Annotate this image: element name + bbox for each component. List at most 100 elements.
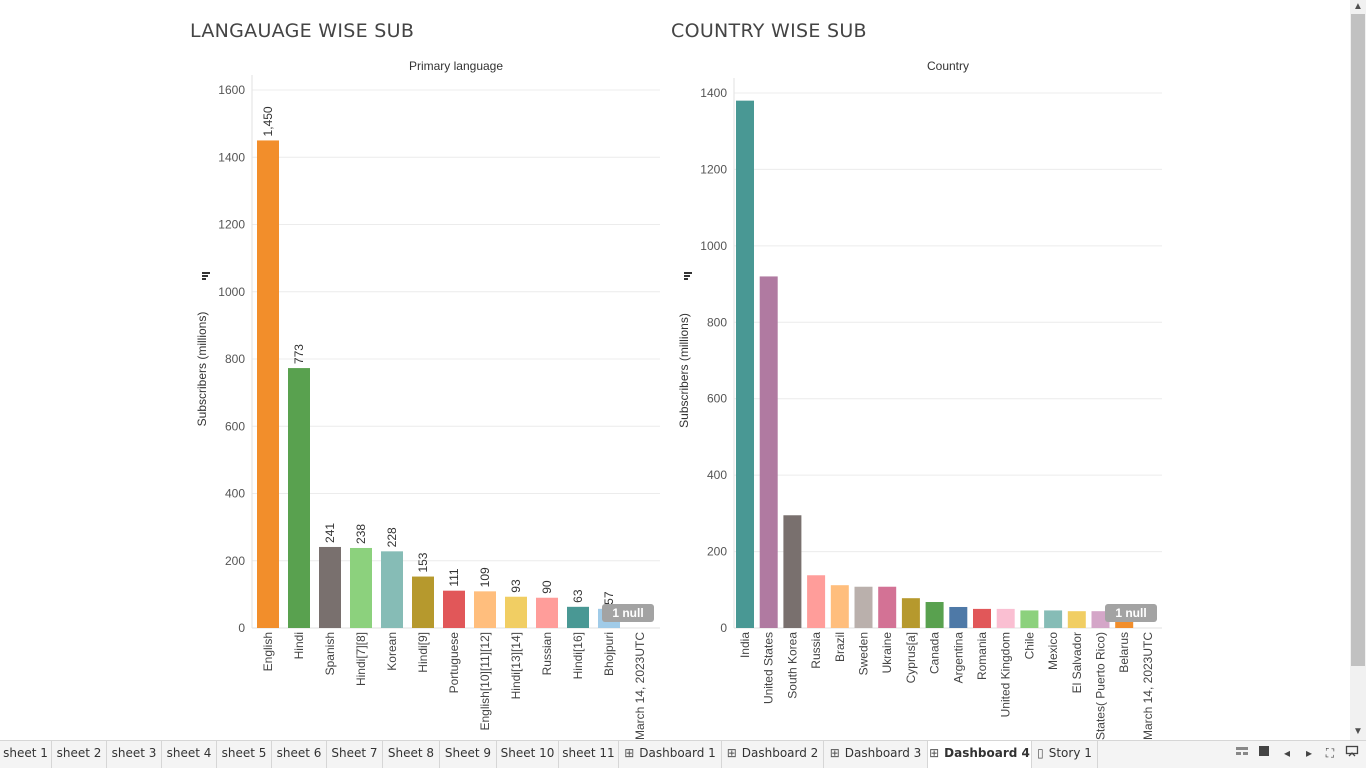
country-bar <box>830 585 849 628</box>
country-x-tick-label: Belarus <box>1117 632 1131 673</box>
country-x-tick-label: United States <box>762 632 776 704</box>
show-filmstrip-icon[interactable] <box>1233 744 1251 762</box>
country-null-indicator-text[interactable]: 1 null <box>1115 606 1146 620</box>
country-bar <box>1044 610 1063 628</box>
country-x-tick-label: India <box>738 632 752 658</box>
language-null-indicator-box[interactable] <box>602 604 654 622</box>
language-y-tick-label: 200 <box>225 554 245 568</box>
sheet-tab[interactable]: sheet 5 <box>217 741 272 768</box>
right-dashboard-title: COUNTRY WISE SUB <box>671 20 867 42</box>
previous-sheet-icon[interactable]: ◂ <box>1283 746 1291 760</box>
sheet-tab[interactable]: sheet 11 <box>559 741 619 768</box>
language-x-tick-label: Korean <box>385 632 399 671</box>
country-null-indicator-box[interactable] <box>1105 604 1157 622</box>
language-x-tick-label: Russian <box>540 632 554 675</box>
country-bar <box>783 515 802 628</box>
scroll-down-icon[interactable]: ▼ <box>1353 726 1363 737</box>
language-x-tick-label: Hindi[13][14] <box>509 632 523 699</box>
language-data-label: 153 <box>416 552 430 572</box>
sheet-tab[interactable]: sheet 4 <box>162 741 217 768</box>
language-bar <box>567 606 589 628</box>
scroll-thumb[interactable] <box>1351 14 1365 666</box>
sheet-tab[interactable]: ⊞ Dashboard 1 <box>619 741 722 768</box>
language-bar-chart[interactable]: Primary language Subscribers (millions) 0 2… <box>0 0 680 740</box>
language-bar <box>350 547 372 628</box>
country-null-indicator[interactable]: 1 null <box>1105 604 1157 622</box>
country-bar <box>996 608 1015 628</box>
country-bar <box>925 602 944 628</box>
sheet-tab-label: sheet 3 <box>111 746 157 760</box>
country-y-axis-label: Subscribers (millions) <box>677 313 691 428</box>
language-x-tick-label: English[10][11][12] <box>478 632 492 731</box>
sheet-tab-label: sheet 1 <box>3 746 48 760</box>
present-icon[interactable] <box>1343 744 1361 762</box>
scroll-up-icon[interactable]: ▲ <box>1353 1 1363 12</box>
country-sort-icon <box>684 272 692 280</box>
language-bar <box>319 546 341 628</box>
country-x-tick-label: Canada <box>928 632 942 674</box>
language-data-label: 111 <box>447 568 461 587</box>
country-x-tick-label: South Korea <box>785 632 799 699</box>
language-bar <box>412 576 434 628</box>
sheet-tab[interactable]: Sheet 10 <box>497 741 559 768</box>
sheet-tab-label: Dashboard 4 <box>944 746 1030 760</box>
language-x-tick-label: Hindi[9] <box>416 632 430 673</box>
country-x-tick-label: Cyprus[a] <box>904 632 918 683</box>
country-x-tick-label: United Kingdom <box>999 632 1013 717</box>
sheet-tab-label: sheet 2 <box>56 746 102 760</box>
sheet-tab-label: Dashboard 1 <box>639 746 716 760</box>
dashboard-icon: ⊞ <box>929 746 940 760</box>
language-data-label: 57 <box>602 591 616 605</box>
sheet-tab[interactable]: ⊞ Dashboard 2 <box>722 741 824 768</box>
language-y-tick-label: 1400 <box>218 150 245 164</box>
sheet-tab[interactable]: sheet 6 <box>272 741 327 768</box>
country-y-tick-label: 400 <box>707 468 727 482</box>
sheet-tab-label: Sheet 7 <box>331 746 378 760</box>
language-bar <box>474 591 496 628</box>
next-sheet-icon[interactable]: ▸ <box>1305 746 1313 760</box>
sheet-tab[interactable]: sheet 1 <box>0 741 52 768</box>
country-x-tick-label: Sweden <box>857 632 871 675</box>
sheet-tab-label: Story 1 <box>1048 746 1092 760</box>
language-null-indicator[interactable]: 1 null <box>602 604 654 622</box>
language-null-indicator-text[interactable]: 1 null <box>612 606 643 620</box>
language-data-label: 63 <box>571 589 585 603</box>
sheet-tab[interactable]: Sheet 7 <box>327 741 383 768</box>
country-bar-chart[interactable]: Country Subscribers (millions) 0 200 400 600 8… <box>0 0 1345 740</box>
sheet-tab[interactable]: Sheet 9 <box>440 741 497 768</box>
story-icon: ▯ <box>1037 746 1044 760</box>
sheet-tab[interactable]: ⊞ Dashboard 3 <box>824 741 928 768</box>
language-y-tick-label: 400 <box>225 487 245 501</box>
language-chart-title: Primary language <box>409 59 503 73</box>
country-bar <box>1067 611 1086 628</box>
fullscreen-icon[interactable]: ⛶ <box>1325 746 1335 760</box>
country-y-tick-label: 1400 <box>700 86 727 100</box>
sheet-tab-label: sheet 6 <box>276 746 322 760</box>
language-x-tick-label: Hindi <box>292 632 306 659</box>
sheet-tab[interactable]: Sheet 8 <box>383 741 440 768</box>
language-x-tick-label: English <box>261 632 275 671</box>
language-x-tick-label: Portuguese <box>447 632 461 694</box>
country-y-tick-label: 200 <box>707 545 727 559</box>
language-y-tick-label: 1000 <box>218 285 245 299</box>
language-x-tick-label: Hindi[7][8] <box>354 632 368 686</box>
language-data-label: 93 <box>509 579 523 593</box>
country-x-tick-label: United States( Puerto Rico) <box>1094 632 1108 740</box>
sheet-tab[interactable]: ⊞ Dashboard 4 <box>928 741 1032 768</box>
language-data-label: 1,450 <box>261 106 275 136</box>
sheet-tab[interactable]: sheet 3 <box>107 741 162 768</box>
sheet-tab-label: Sheet 9 <box>444 746 492 760</box>
language-y-tick-label: 600 <box>225 419 245 433</box>
tabs-glyph <box>1259 746 1269 756</box>
country-bar <box>973 608 991 628</box>
vertical-scrollbar[interactable]: ▲ ▼ <box>1350 0 1366 740</box>
country-bar <box>807 575 826 628</box>
language-bar <box>257 140 279 628</box>
sheet-tab-label: Dashboard 3 <box>844 746 922 760</box>
language-x-tick-label: Hindi[16] <box>571 632 585 679</box>
show-tabs-icon[interactable] <box>1255 744 1273 762</box>
sheet-tab-label: sheet 5 <box>221 746 267 760</box>
sheet-tab[interactable]: sheet 2 <box>52 741 107 768</box>
sheet-tab[interactable]: ▯ Story 1 <box>1032 741 1098 768</box>
language-x-tick-label: Bhojpuri <box>602 632 616 676</box>
